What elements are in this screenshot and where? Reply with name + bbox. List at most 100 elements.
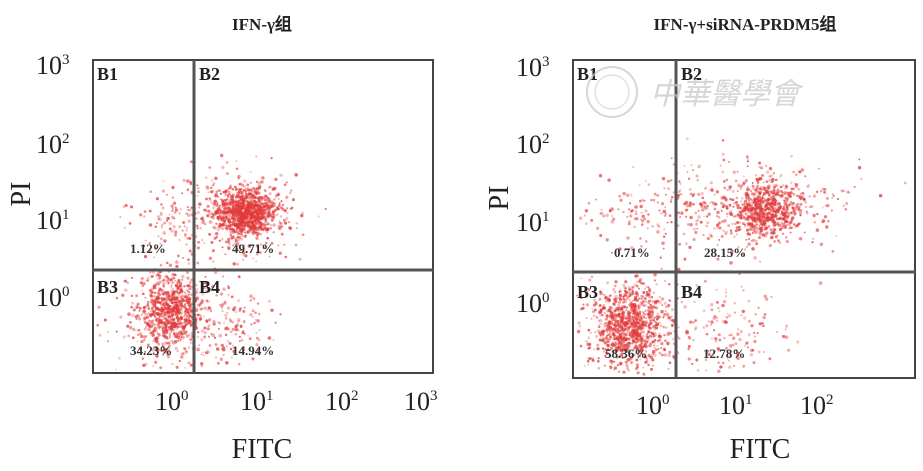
event-dot [184, 350, 189, 354]
event-dot [695, 174, 699, 178]
event-dot [232, 213, 236, 217]
event-dot [748, 214, 751, 218]
panel-left-quad-b2: B2 [199, 64, 220, 84]
event-dot [756, 332, 759, 334]
event-dot [701, 196, 704, 200]
event-dot [252, 186, 255, 190]
event-dot [168, 331, 172, 335]
event-dot [152, 271, 155, 274]
event-dot [222, 224, 225, 227]
event-dot [159, 287, 162, 291]
event-dot [243, 214, 246, 218]
event-dot [161, 206, 165, 210]
event-dot [664, 326, 668, 329]
event-dot [217, 211, 221, 216]
event-dot [622, 301, 625, 304]
event-dot [203, 286, 206, 289]
event-dot [790, 226, 793, 229]
event-dot [317, 215, 320, 218]
event-dot [244, 214, 247, 217]
event-dot [760, 166, 764, 170]
event-dot [641, 334, 645, 338]
event-dot [156, 276, 161, 281]
event-dot [264, 208, 267, 211]
event-dot [601, 347, 605, 350]
event-dot [169, 327, 173, 331]
event-dot [206, 327, 210, 331]
event-dot [196, 184, 199, 187]
event-dot [695, 220, 698, 223]
event-dot [583, 214, 587, 217]
event-dot [183, 315, 186, 318]
event-dot [170, 305, 173, 308]
event-dot [188, 302, 192, 306]
event-dot [758, 203, 762, 207]
event-dot [238, 244, 241, 247]
event-dot [212, 225, 216, 230]
panel-right-xtick-100: 102 [800, 391, 834, 420]
event-dot [738, 337, 742, 342]
event-dot [605, 314, 608, 317]
event-dot [595, 334, 599, 338]
event-dot [161, 311, 165, 314]
event-dot [694, 319, 697, 322]
event-dot [167, 327, 172, 331]
event-dot [629, 211, 632, 214]
event-dot [254, 311, 257, 314]
event-dot [236, 228, 239, 231]
event-dot [158, 280, 163, 284]
event-dot [181, 298, 185, 302]
event-dot [242, 199, 246, 204]
event-dot [687, 347, 690, 351]
event-dot [718, 310, 721, 313]
event-dot [282, 218, 286, 222]
event-dot [103, 318, 107, 322]
event-dot [663, 348, 667, 352]
event-dot [168, 263, 173, 267]
event-dot [171, 318, 176, 322]
event-dot [210, 201, 213, 204]
event-dot [150, 301, 153, 304]
event-dot [735, 233, 738, 236]
event-dot [159, 302, 162, 305]
event-dot [601, 307, 604, 310]
event-dot [660, 202, 665, 206]
event-dot [770, 235, 774, 240]
event-dot [177, 321, 181, 325]
event-dot [118, 356, 121, 360]
panel-right-ytick-10: 101 [516, 208, 550, 237]
event-dot [662, 316, 665, 319]
event-dot [203, 208, 206, 211]
event-dot [786, 211, 790, 216]
event-dot [654, 323, 658, 326]
event-dot [607, 321, 612, 326]
event-dot [596, 343, 600, 347]
event-dot [685, 331, 687, 334]
event-dot [700, 191, 704, 196]
event-dot [167, 295, 171, 299]
event-dot [185, 243, 188, 246]
event-dot [645, 285, 648, 288]
event-dot [729, 231, 733, 235]
event-dot [774, 189, 779, 193]
event-dot [670, 198, 673, 201]
event-dot [647, 363, 650, 367]
event-dot [122, 335, 126, 339]
event-dot [238, 187, 242, 192]
event-dot [656, 201, 660, 204]
event-dot [664, 212, 667, 215]
event-dot [175, 332, 179, 336]
event-dot [607, 178, 611, 182]
event-dot [741, 216, 745, 220]
event-dot [160, 225, 163, 228]
event-dot [171, 341, 175, 345]
event-dot [144, 335, 148, 338]
event-dot [217, 195, 220, 198]
event-dot [717, 369, 721, 374]
event-dot [619, 295, 623, 298]
event-dot [171, 288, 175, 291]
event-dot [751, 226, 755, 230]
event-dot [153, 256, 155, 259]
event-dot [695, 222, 698, 226]
event-dot [633, 225, 636, 228]
